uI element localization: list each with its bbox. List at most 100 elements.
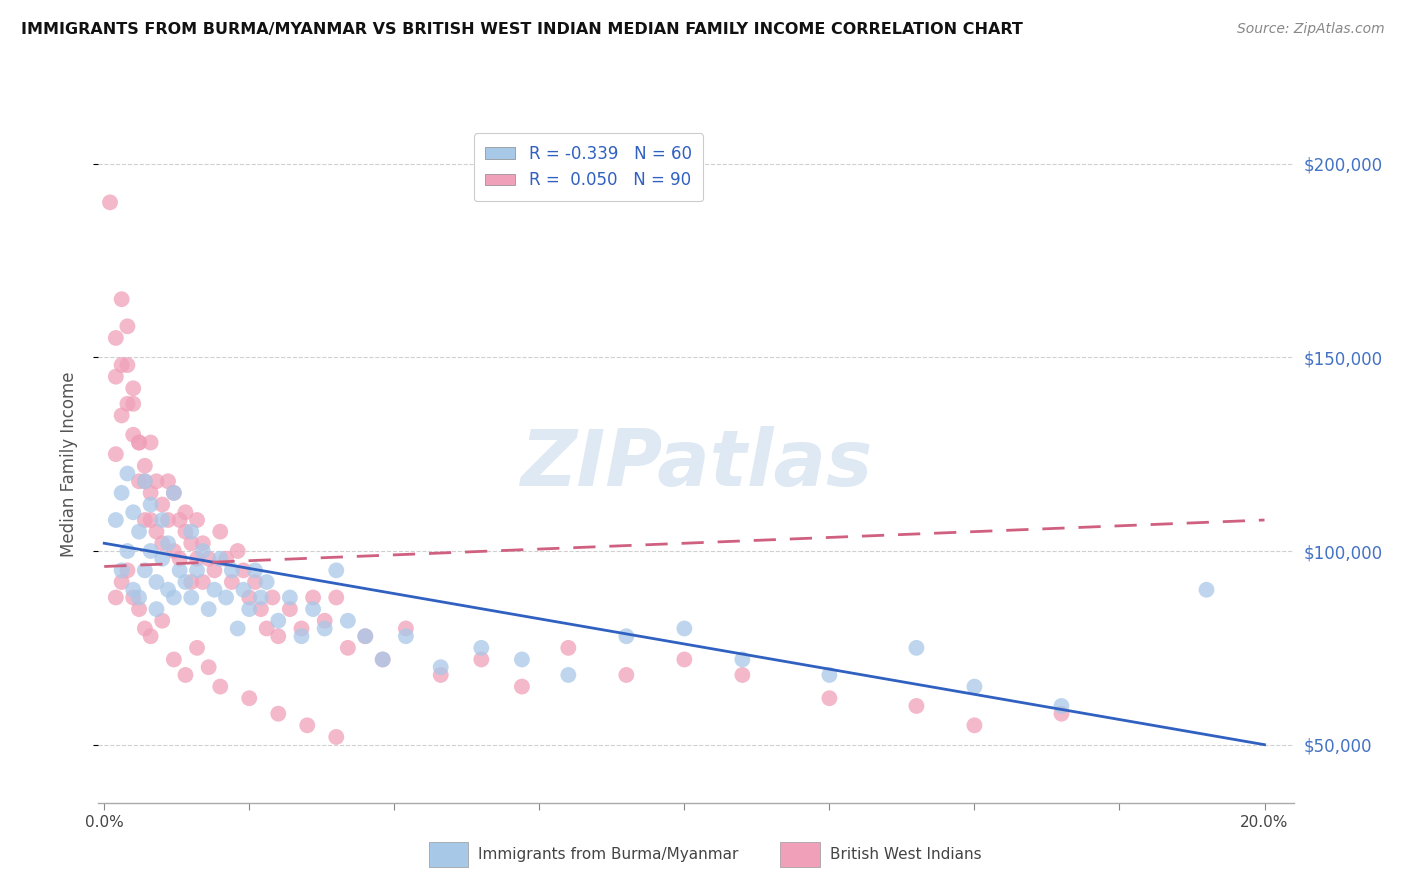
Point bbox=[134, 513, 156, 527]
Point bbox=[139, 629, 162, 643]
Point bbox=[197, 602, 219, 616]
Point bbox=[111, 358, 134, 372]
Point bbox=[395, 622, 418, 636]
Point bbox=[128, 435, 150, 450]
Point bbox=[163, 591, 186, 605]
Point bbox=[314, 614, 336, 628]
Point bbox=[267, 629, 290, 643]
Point bbox=[215, 551, 238, 566]
Point bbox=[117, 358, 139, 372]
Point bbox=[232, 563, 254, 577]
Point bbox=[1050, 698, 1073, 713]
Point bbox=[117, 397, 139, 411]
Point bbox=[267, 706, 290, 721]
Point bbox=[557, 640, 579, 655]
Point bbox=[197, 551, 219, 566]
Point bbox=[122, 427, 145, 442]
Point bbox=[226, 544, 249, 558]
Point bbox=[371, 652, 394, 666]
Point bbox=[1195, 582, 1218, 597]
Point bbox=[128, 591, 150, 605]
Point bbox=[150, 536, 173, 550]
Point bbox=[238, 591, 260, 605]
Text: Source: ZipAtlas.com: Source: ZipAtlas.com bbox=[1237, 22, 1385, 37]
Point bbox=[250, 602, 273, 616]
Point bbox=[614, 668, 637, 682]
Point bbox=[111, 409, 134, 423]
Point bbox=[104, 591, 127, 605]
Point bbox=[174, 574, 197, 589]
Legend: R = -0.339   N = 60, R =  0.050   N = 90: R = -0.339 N = 60, R = 0.050 N = 90 bbox=[474, 133, 703, 201]
Point bbox=[510, 680, 533, 694]
Point bbox=[169, 563, 191, 577]
Point bbox=[122, 591, 145, 605]
Point bbox=[145, 524, 167, 539]
Point bbox=[134, 475, 156, 489]
Point bbox=[186, 551, 208, 566]
Point bbox=[157, 513, 180, 527]
Point bbox=[209, 524, 232, 539]
Point bbox=[204, 563, 226, 577]
Point bbox=[197, 660, 219, 674]
Point bbox=[302, 602, 325, 616]
Point bbox=[325, 591, 347, 605]
Point bbox=[145, 475, 167, 489]
Point bbox=[134, 563, 156, 577]
Point bbox=[354, 629, 377, 643]
Point bbox=[267, 614, 290, 628]
Point bbox=[104, 513, 127, 527]
Point bbox=[429, 660, 451, 674]
Point bbox=[128, 435, 150, 450]
Point bbox=[163, 544, 186, 558]
Point bbox=[128, 524, 150, 539]
Point bbox=[163, 486, 186, 500]
Point bbox=[134, 622, 156, 636]
Point bbox=[557, 668, 579, 682]
Point bbox=[180, 591, 202, 605]
Point bbox=[117, 467, 139, 481]
Point bbox=[238, 602, 260, 616]
Text: British West Indians: British West Indians bbox=[830, 847, 981, 862]
Point bbox=[117, 319, 139, 334]
Point bbox=[111, 292, 134, 306]
Point bbox=[818, 668, 841, 682]
Point bbox=[673, 622, 696, 636]
Point bbox=[226, 622, 249, 636]
Point bbox=[134, 458, 156, 473]
Point bbox=[256, 574, 278, 589]
Point bbox=[191, 544, 214, 558]
Point bbox=[290, 629, 312, 643]
Point bbox=[111, 574, 134, 589]
Point bbox=[290, 622, 312, 636]
Point bbox=[169, 551, 191, 566]
Point bbox=[204, 582, 226, 597]
Point bbox=[238, 691, 260, 706]
Point bbox=[111, 486, 134, 500]
Point bbox=[905, 698, 928, 713]
Point bbox=[1050, 706, 1073, 721]
Point bbox=[818, 691, 841, 706]
Point bbox=[186, 513, 208, 527]
Point bbox=[98, 195, 121, 210]
Point bbox=[150, 498, 173, 512]
Point bbox=[963, 718, 986, 732]
Point bbox=[139, 435, 162, 450]
Point bbox=[221, 574, 243, 589]
Point bbox=[325, 563, 347, 577]
Point bbox=[180, 574, 202, 589]
Point bbox=[278, 602, 301, 616]
Point bbox=[174, 505, 197, 519]
Y-axis label: Median Family Income: Median Family Income bbox=[59, 371, 77, 557]
Point bbox=[336, 614, 359, 628]
Point bbox=[191, 536, 214, 550]
Point bbox=[122, 381, 145, 395]
Point bbox=[302, 591, 325, 605]
Text: Immigrants from Burma/Myanmar: Immigrants from Burma/Myanmar bbox=[478, 847, 738, 862]
Point bbox=[117, 544, 139, 558]
Point bbox=[232, 582, 254, 597]
Point bbox=[180, 536, 202, 550]
Point bbox=[104, 331, 127, 345]
Point bbox=[117, 563, 139, 577]
Point bbox=[180, 524, 202, 539]
Point bbox=[139, 513, 162, 527]
